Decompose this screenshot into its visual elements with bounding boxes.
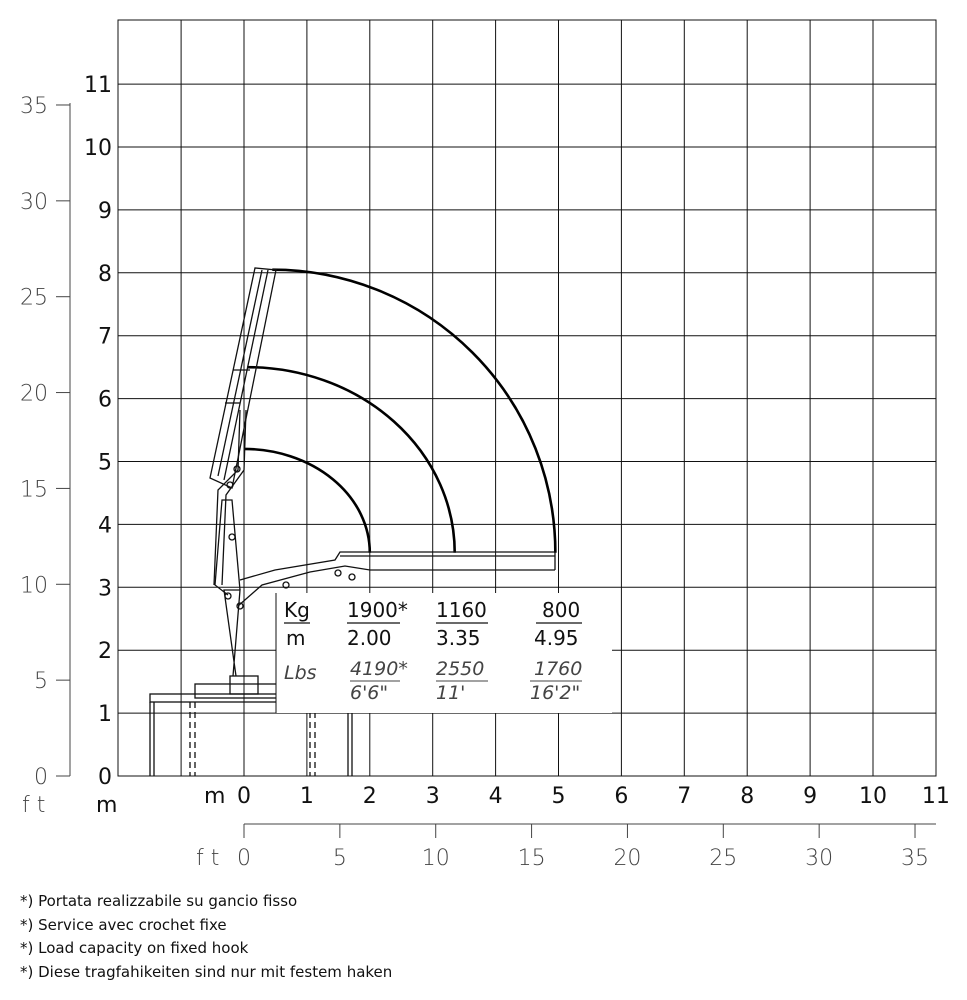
x-tick-ft: 10 — [422, 846, 450, 871]
y-tick-ft: 20 — [20, 382, 48, 407]
x-tick-m: 11 — [922, 784, 950, 809]
y-tick-ft: 25 — [20, 286, 48, 311]
kg-value-2: 1160 — [436, 598, 487, 622]
kg-label: Kg — [284, 598, 310, 622]
note-line-2: *) Service avec crochet fixe — [20, 915, 227, 934]
x-tick-m: 5 — [552, 784, 566, 809]
kg-value-1: 1900* — [347, 598, 408, 622]
reach-arc — [272, 268, 557, 553]
y-tick-m: 7 — [98, 325, 112, 350]
lbs-value-1: 4190* — [350, 658, 408, 680]
y-tick-ft: 35 — [20, 94, 48, 119]
y-tick-m: 9 — [98, 199, 112, 224]
left-axes: 0 1 2 3 4 5 6 7 8 9 10 11 0 5 10 15 20 25 30 35 f t m — [20, 73, 117, 818]
y-tick-m: 5 — [98, 451, 112, 476]
load-table: Kg m Lbs 1900* 2.00 4190* 6'6" 1160 3.35… — [275, 593, 612, 713]
m-value-1: 2.00 — [347, 626, 392, 650]
y-axis-m-unit: m — [96, 793, 117, 818]
y-tick-ft: 30 — [20, 190, 48, 215]
y-tick-m: 11 — [84, 73, 112, 98]
x-tick-m: 2 — [363, 784, 377, 809]
x-tick-m: 10 — [859, 784, 887, 809]
lbs-value-2: 2550 — [436, 658, 484, 680]
y-tick-m: 0 — [98, 765, 112, 790]
x-axis-ft-unit: f t — [196, 846, 219, 871]
y-tick-m: 3 — [98, 576, 112, 601]
note-line-1: *) Portata realizzabile su gancio fisso — [20, 892, 298, 910]
x-tick-m: 3 — [426, 784, 440, 809]
x-tick-ft: 15 — [518, 846, 546, 871]
m-value-2: 3.35 — [436, 626, 481, 650]
x-tick-m: 8 — [740, 784, 754, 809]
reach-arc — [247, 365, 457, 553]
x-tick-ft: 20 — [613, 846, 641, 871]
y-tick-ft: 5 — [34, 669, 48, 694]
y-tick-m: 8 — [98, 262, 112, 287]
note-line-3: *) Load capacity on fixed hook — [20, 939, 249, 957]
y-tick-ft: 15 — [20, 477, 48, 502]
y-tick-ft: 10 — [20, 573, 48, 598]
y-tick-m: 1 — [98, 702, 112, 727]
x-axis-m-unit: m — [204, 784, 225, 809]
y-tick-m: 2 — [98, 639, 112, 664]
y-tick-m: 4 — [98, 513, 112, 538]
x-tick-ft: 0 — [237, 846, 251, 871]
x-tick-m: 7 — [677, 784, 691, 809]
lbs-label: Lbs — [284, 662, 317, 684]
x-tick-ft: 5 — [333, 846, 347, 871]
grid-border — [117, 19, 937, 777]
note-line-4: *) Diese tragfahikeiten sind nur mit fes… — [20, 962, 393, 981]
x-tick-m: 0 — [237, 784, 251, 809]
m-value-3: 4.95 — [534, 626, 579, 650]
x-tick-m: 9 — [803, 784, 817, 809]
x-tick-ft: 25 — [709, 846, 737, 871]
x-tick-ft: 30 — [805, 846, 833, 871]
y-tick-m: 10 — [84, 136, 112, 161]
footnotes: *) Portata realizzabile su gancio fisso … — [20, 890, 392, 984]
x-tick-ft: 35 — [901, 846, 929, 871]
x-tick-m: 1 — [300, 784, 314, 809]
y-tick-ft: 0 — [34, 765, 48, 790]
ft-value-2: 11' — [436, 682, 465, 704]
reach-arcs — [243, 268, 557, 553]
y-axis-ft-unit: f t — [22, 793, 45, 818]
y-tick-m: 6 — [98, 388, 112, 413]
bottom-axes: m 0 1 2 3 4 5 6 7 8 9 10 110 5 10 15 20 25 30 35f t — [196, 784, 950, 871]
ft-value-1: 6'6" — [350, 682, 388, 704]
reach-arc — [243, 447, 372, 553]
x-tick-m: 4 — [489, 784, 503, 809]
kg-value-3: 800 — [542, 598, 580, 622]
m-label: m — [286, 626, 305, 650]
ft-value-3: 16'2" — [530, 682, 580, 704]
x-tick-m: 6 — [614, 784, 628, 809]
lbs-value-3: 1760 — [534, 658, 582, 680]
